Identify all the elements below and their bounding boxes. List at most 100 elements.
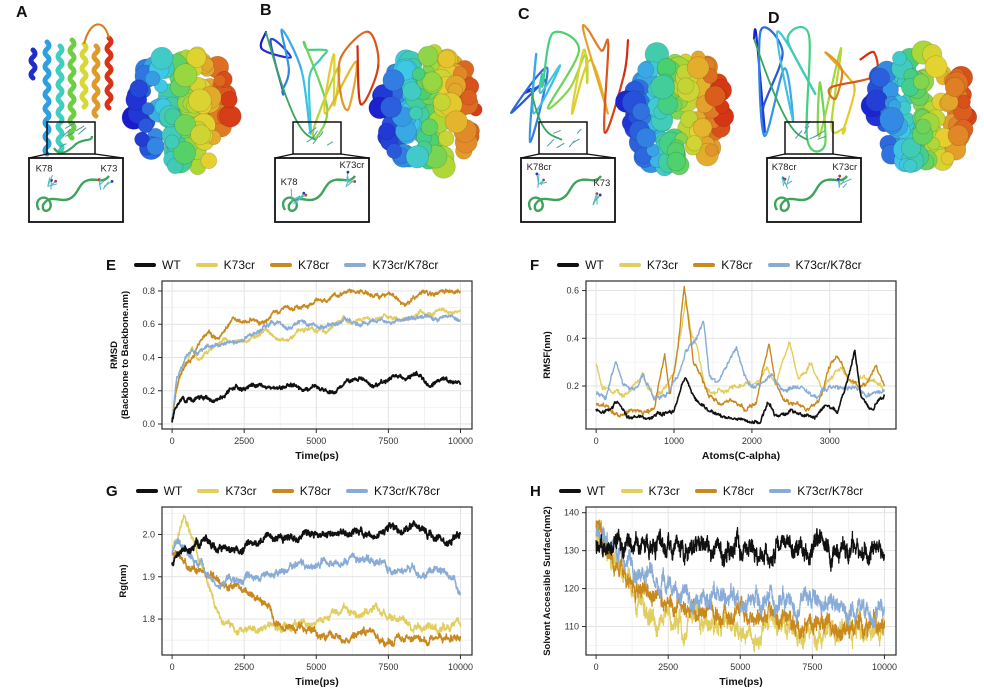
svg-text:5000: 5000 <box>306 662 326 672</box>
legend-item-K73cr/K78cr: K73cr/K78cr <box>346 484 440 498</box>
legend-item-K73cr: K73cr <box>197 484 256 498</box>
svg-text:0.2: 0.2 <box>566 381 579 391</box>
legend-label: K78cr <box>298 258 329 272</box>
legend-item-K73cr/K78cr: K73cr/K78cr <box>768 258 862 272</box>
svg-text:2000: 2000 <box>742 436 762 446</box>
surface-representation <box>861 41 977 173</box>
legend-item-K78cr: K78cr <box>695 484 754 498</box>
legend-label: K73cr <box>649 484 680 498</box>
svg-text:1.8: 1.8 <box>142 614 155 624</box>
y-axis-title: RMSD <box>109 341 120 369</box>
surface-representation <box>369 44 482 178</box>
svg-text:7500: 7500 <box>802 662 822 672</box>
svg-text:7500: 7500 <box>378 662 398 672</box>
panel-G: G WT K73cr K78cr K73cr/K78cr 0 2500 5000 7500 1… <box>0 466 492 682</box>
legend-item-WT: WT <box>557 258 604 272</box>
legend-swatch <box>344 263 366 267</box>
legend-swatch <box>134 263 156 267</box>
legend-label: K73cr <box>224 258 255 272</box>
svg-text:5000: 5000 <box>306 436 326 446</box>
surface-representation <box>615 42 733 176</box>
legend-item-K78cr: K78cr <box>693 258 752 272</box>
inset-residue-label: K73 <box>593 178 610 189</box>
panel-C: C K78cr K73 <box>492 0 738 250</box>
panel-G-letter: G <box>106 483 118 500</box>
svg-text:10000: 10000 <box>448 436 473 446</box>
zoom-source-box <box>539 122 587 154</box>
charts-grid: E WT K73cr K78cr K73cr/K78cr 0 2500 5000 7500 1… <box>0 250 984 682</box>
legend-swatch <box>270 263 292 267</box>
panel-E-legend: E WT K73cr K78cr K73cr/K78cr <box>106 254 492 276</box>
svg-text:0: 0 <box>594 662 599 672</box>
legend-swatch <box>136 489 158 493</box>
legend-label: K73cr <box>225 484 256 498</box>
svg-text:110: 110 <box>565 622 579 632</box>
legend-swatch <box>559 489 581 493</box>
svg-text:1.9: 1.9 <box>142 572 155 582</box>
svg-text:2500: 2500 <box>234 436 254 446</box>
legend-label: WT <box>162 258 181 272</box>
legend-swatch <box>196 263 218 267</box>
svg-text:2500: 2500 <box>234 662 254 672</box>
inset-residue-label: K73cr <box>339 160 364 171</box>
panel-C-letter: C <box>518 6 530 24</box>
legend-swatch <box>346 489 368 493</box>
legend-item-K78cr: K78cr <box>270 258 329 272</box>
legend-item-K73cr: K73cr <box>196 258 255 272</box>
legend-item-WT: WT <box>136 484 183 498</box>
surface-representation <box>122 47 241 175</box>
x-axis-title: Time(ps) <box>295 676 339 688</box>
svg-text:0: 0 <box>170 436 175 446</box>
legend-swatch <box>272 489 294 493</box>
inset-residue-label: K78 <box>281 177 298 188</box>
legend-item-K73cr: K73cr <box>619 258 678 272</box>
inset-residue-label: K73cr <box>832 162 857 173</box>
inset-residue-label: K73 <box>100 163 117 174</box>
panel-E-letter: E <box>106 257 116 274</box>
svg-text:10000: 10000 <box>448 662 473 672</box>
panel-A-letter: A <box>16 4 28 22</box>
panel-B-structure-figure: K78 K73cr <box>246 0 492 250</box>
svg-text:2500: 2500 <box>658 662 678 672</box>
svg-text:0: 0 <box>594 436 599 446</box>
inset-residue-label: K78 <box>36 163 53 174</box>
legend-swatch <box>695 489 717 493</box>
legend-label: WT <box>585 258 604 272</box>
legend-item-K73cr/K78cr: K73cr/K78cr <box>344 258 438 272</box>
svg-text:0.0: 0.0 <box>142 419 155 429</box>
legend-label: WT <box>164 484 183 498</box>
legend-swatch <box>619 263 641 267</box>
inset-residue-label: K78cr <box>527 162 552 173</box>
x-axis-title: Time(ps) <box>719 676 763 688</box>
panel-D-letter: D <box>768 10 780 28</box>
svg-text:0.6: 0.6 <box>142 319 155 329</box>
legend-label: K73cr/K78cr <box>372 258 438 272</box>
panel-A: A K78 K73 <box>0 0 246 250</box>
legend-label: K73cr/K78cr <box>797 484 863 498</box>
svg-text:0.6: 0.6 <box>566 286 579 296</box>
y-axis-title: (Backbone to Backbone.nm) <box>120 291 131 419</box>
legend-label: K78cr <box>721 258 752 272</box>
panel-F-legend-items: WT K73cr K78cr K73cr/K78cr <box>557 258 861 272</box>
y-axis-title: RMSF(nm) <box>542 331 553 379</box>
panel-C-structure-figure: K78cr K73 <box>492 0 738 250</box>
svg-text:140: 140 <box>564 508 579 518</box>
legend-swatch <box>557 263 579 267</box>
svg-text:0.2: 0.2 <box>142 386 155 396</box>
svg-text:1000: 1000 <box>664 436 684 446</box>
svg-text:0.8: 0.8 <box>142 286 155 296</box>
legend-item-K78cr: K78cr <box>272 484 331 498</box>
svg-text:0: 0 <box>170 662 175 672</box>
legend-swatch <box>621 489 643 493</box>
